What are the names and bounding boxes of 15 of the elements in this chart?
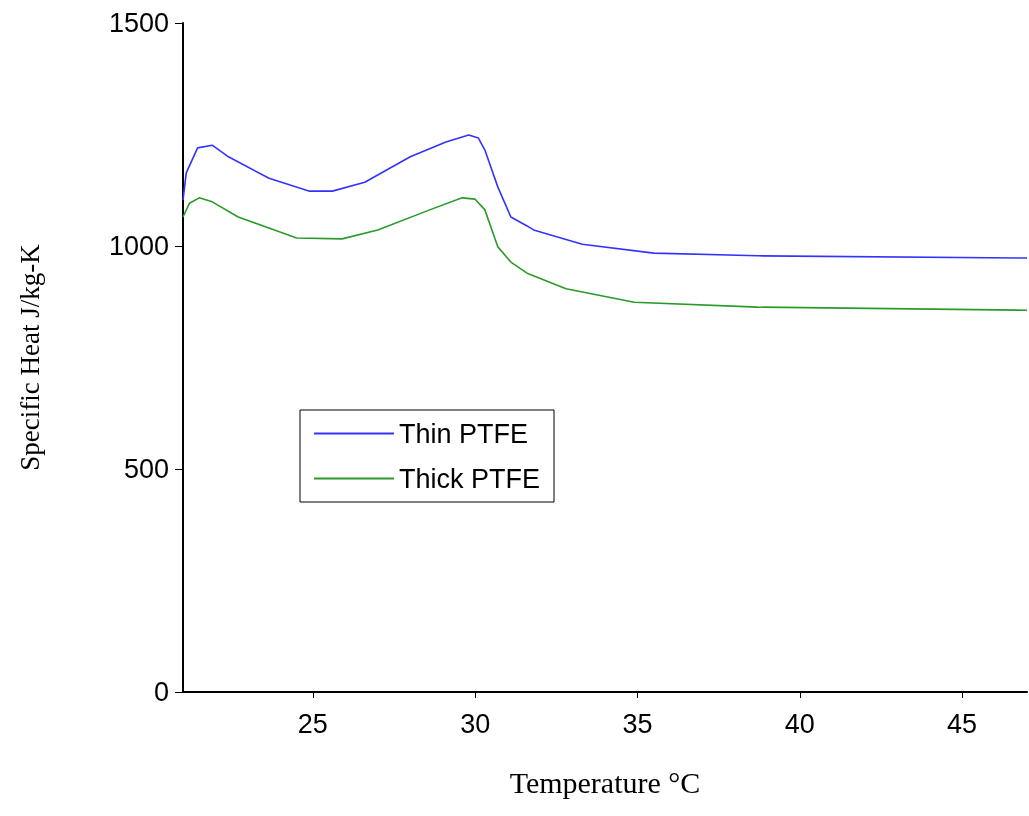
line-series bbox=[182, 197, 1028, 312]
x-tick-label: 40 bbox=[784, 708, 815, 739]
x-tick-label: 45 bbox=[947, 708, 978, 739]
x-axis-title: Temperature °C bbox=[509, 765, 701, 799]
y-tick-label: 1000 bbox=[108, 231, 169, 261]
x-tick-label: 30 bbox=[460, 708, 491, 739]
legend-label: Thin PTFE bbox=[399, 418, 529, 449]
y-axis-title: Specific Heat J/kg-K bbox=[14, 243, 45, 471]
y-tick-label: 1500 bbox=[108, 8, 169, 38]
y-tick-label: 500 bbox=[123, 454, 169, 484]
legend-label: Thick PTFE bbox=[399, 463, 541, 494]
x-tick-label: 25 bbox=[297, 708, 328, 739]
line-series bbox=[182, 134, 1028, 259]
y-tick-label: 0 bbox=[153, 677, 169, 707]
x-tick-label: 35 bbox=[622, 708, 653, 739]
